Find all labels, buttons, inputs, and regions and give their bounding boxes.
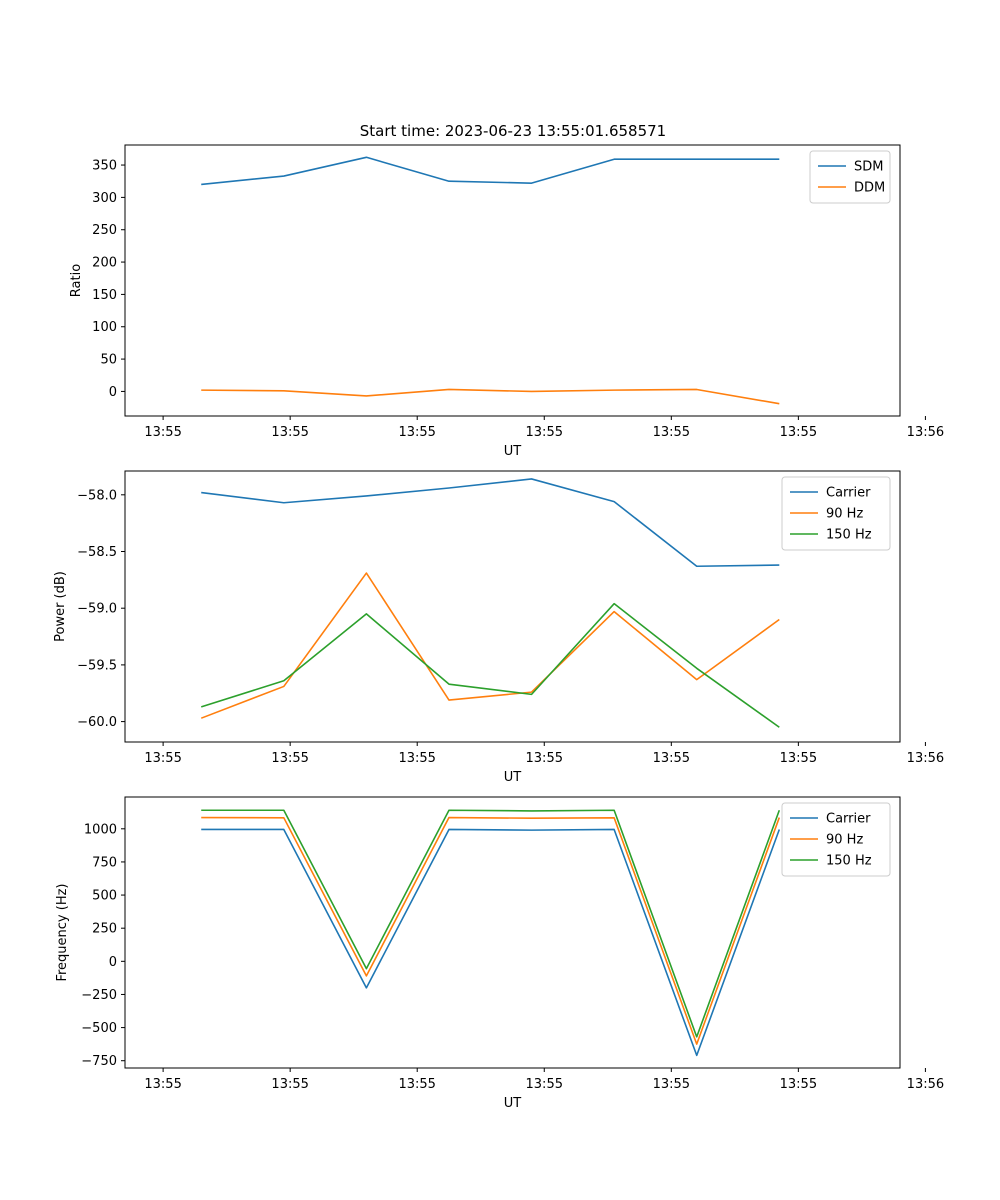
y-tick-label: 350	[92, 159, 117, 174]
y-tick-label: 200	[92, 256, 117, 271]
y-tick-label: 0	[109, 955, 117, 970]
legend-box	[809, 150, 891, 204]
x-tick-label: 13:55	[398, 1077, 435, 1092]
legend-entry: 150 Hz	[826, 854, 872, 869]
y-tick-label: −500	[81, 1021, 117, 1036]
y-tick-label: 0	[109, 385, 117, 400]
power-panel: 13:55 13:55 13:55 13:55 13:55 13:55 13:56 −60.0…	[53, 470, 944, 785]
frequency-panel: 13:55 13:55 13:55 13:55 13:55 13:55 13:56 −750 −…	[55, 796, 944, 1111]
x-tick-label: 13:55	[526, 425, 563, 440]
plot-frame	[124, 470, 901, 743]
y-tick-label: −750	[81, 1054, 117, 1069]
plot-frame	[124, 144, 901, 417]
x-tick-label: 13:55	[780, 1077, 817, 1092]
series-line-carrier	[201, 828, 781, 1057]
x-tick-label: 13:55	[398, 425, 435, 440]
x-tick-label: 13:56	[907, 1077, 944, 1092]
legend-entry: 90 Hz	[826, 507, 863, 522]
x-tick-label: 13:55	[398, 751, 435, 766]
x-tick-label: 13:55	[144, 1077, 181, 1092]
legend-entry: Carrier	[826, 812, 871, 827]
series-line-150-hz	[201, 809, 781, 1038]
y-tick-label: 250	[92, 223, 117, 238]
series-line-90-hz	[201, 816, 781, 1045]
y-tick-label: 150	[92, 288, 117, 303]
legend-entry: 150 Hz	[826, 528, 872, 543]
y-tick-label: 250	[92, 922, 117, 937]
x-axis-label: UT	[504, 770, 522, 785]
series-line-90-hz	[200, 572, 780, 719]
legend: Carrier 90 Hz 150 Hz	[781, 802, 891, 877]
x-tick-label: 13:55	[780, 425, 817, 440]
figure-title: Start time: 2023-06-23 13:55:01.658571	[360, 122, 666, 140]
plot-frame	[124, 796, 901, 1069]
y-tick-label: −59.0	[77, 602, 117, 617]
series-line-carrier	[201, 478, 780, 568]
x-axis-label: UT	[504, 1096, 522, 1111]
x-tick-label: 13:56	[907, 751, 944, 766]
y-tick-label: 750	[92, 855, 117, 870]
x-tick-label: 13:55	[271, 751, 308, 766]
legend-entry: SDM	[854, 160, 883, 175]
ratio-panel: 13:55 13:55 13:55 13:55 13:55 13:55 13:56 0 50 10…	[69, 144, 944, 459]
y-tick-label: −250	[81, 988, 117, 1003]
legend-entry: 90 Hz	[826, 833, 863, 848]
y-tick-label: 100	[92, 320, 117, 335]
x-tick-label: 13:55	[144, 751, 181, 766]
y-tick-label: −59.5	[77, 658, 117, 673]
x-tick-label: 13:55	[653, 1077, 690, 1092]
series-line-150-hz	[200, 602, 780, 728]
y-tick-label: 1000	[84, 822, 117, 837]
x-tick-label: 13:55	[526, 751, 563, 766]
legend-entry: DDM	[854, 181, 885, 196]
legend-entry: Carrier	[826, 486, 871, 501]
x-axis-label: UT	[504, 444, 522, 459]
series-line-ddm	[201, 388, 780, 405]
x-tick-label: 13:55	[653, 751, 690, 766]
x-tick-label: 13:55	[271, 1077, 308, 1092]
y-axis-label: Frequency (Hz)	[55, 883, 70, 981]
x-tick-label: 13:56	[907, 425, 944, 440]
x-tick-label: 13:55	[144, 425, 181, 440]
legend-box	[781, 476, 891, 551]
x-tick-label: 13:55	[271, 425, 308, 440]
legend-box	[781, 802, 891, 877]
y-tick-label: −58.0	[77, 488, 117, 503]
x-tick-label: 13:55	[653, 425, 690, 440]
y-tick-label: 500	[92, 889, 117, 904]
legend: SDM DDM	[809, 150, 891, 204]
panels: 13:55 13:55 13:55 13:55 13:55 13:55 13:56 0 50 10…	[53, 144, 944, 1111]
y-tick-label: 300	[92, 191, 117, 206]
y-axis-label: Ratio	[69, 264, 84, 297]
y-tick-label: 50	[100, 353, 117, 368]
y-axis-label: Power (dB)	[53, 571, 68, 642]
series-line-sdm	[201, 156, 780, 186]
y-tick-label: −60.0	[77, 715, 117, 730]
y-tick-label: −58.5	[77, 545, 117, 560]
x-tick-label: 13:55	[526, 1077, 563, 1092]
x-tick-label: 13:55	[780, 751, 817, 766]
legend: Carrier 90 Hz 150 Hz	[781, 476, 891, 551]
